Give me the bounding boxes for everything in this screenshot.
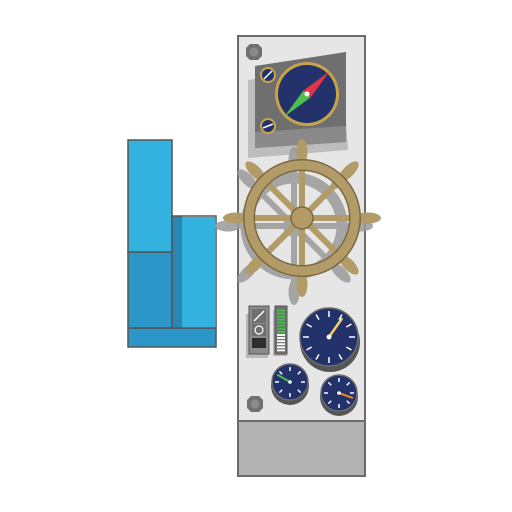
gauge-tick xyxy=(297,370,302,375)
gauge-tick xyxy=(278,370,283,375)
level-meter-bar xyxy=(277,315,285,318)
gauge-tick xyxy=(315,353,320,360)
screw-icon-top xyxy=(246,44,262,60)
panel-bottom-plate xyxy=(237,420,366,477)
level-meter-bar xyxy=(277,343,285,346)
gauge-tick xyxy=(306,346,313,351)
compass-icon xyxy=(275,62,339,126)
gauge-tick xyxy=(306,323,313,328)
compass-housing-lower xyxy=(255,126,346,148)
ship-wheel-icon[interactable] xyxy=(223,139,381,297)
block-right xyxy=(171,215,217,329)
level-meter-bar xyxy=(277,312,285,315)
wheel-rim-face xyxy=(244,160,360,276)
level-meter-bar xyxy=(277,309,285,312)
block-bottom-base xyxy=(127,327,217,348)
wheel-shadow-handle xyxy=(237,169,258,190)
level-meter-bar xyxy=(277,321,285,324)
level-meter-bar xyxy=(277,340,285,343)
screw-icon-bottom xyxy=(247,396,263,412)
gauge-tick xyxy=(345,323,352,328)
wheel-shadow-handle xyxy=(330,262,351,283)
wheel-handle xyxy=(296,271,308,297)
dial-gauge-icon-large xyxy=(299,307,360,372)
gauge-needle-large xyxy=(327,317,343,339)
gauge-tick xyxy=(346,400,351,405)
wheel-handle xyxy=(223,212,249,224)
wheel-hub xyxy=(290,206,314,230)
toggle-switch-icon[interactable] xyxy=(246,305,270,358)
gauge-tick xyxy=(315,314,320,321)
block-right-shade xyxy=(172,216,182,328)
level-meter-bar xyxy=(277,334,285,336)
gauge-tick xyxy=(327,381,332,386)
gauge-tick xyxy=(327,400,332,405)
gauge-needle-small-right xyxy=(337,392,354,399)
wheel-handle xyxy=(296,139,308,165)
gauge-tick xyxy=(338,353,343,360)
compass-needle xyxy=(284,71,330,117)
block-left-lower xyxy=(127,251,173,329)
level-meter-bar xyxy=(277,349,285,352)
ship-helm-console-icon xyxy=(215,35,381,477)
compass-housing xyxy=(248,52,348,158)
gauge-tick xyxy=(297,389,302,394)
gauge-needle-small-left xyxy=(276,374,291,383)
dial-gauge-icon-small-right xyxy=(320,374,358,416)
block-left-upper xyxy=(127,139,173,253)
gauge-tick xyxy=(338,314,343,321)
gauge-tick xyxy=(345,346,352,351)
mini-dial-top xyxy=(260,67,276,83)
gauge-tick xyxy=(346,381,351,386)
block-right-face xyxy=(182,217,215,327)
level-meter-bar xyxy=(277,318,285,321)
level-meter-bar xyxy=(277,337,285,340)
level-meter-bar xyxy=(277,327,285,330)
mini-dial-bottom xyxy=(260,118,276,134)
stacked-blocks-icon xyxy=(127,139,217,348)
wheel-handle xyxy=(355,212,381,224)
level-meter-icon xyxy=(273,305,288,356)
level-meter-bar xyxy=(277,324,285,327)
dial-gauge-icon-small-left xyxy=(271,363,309,405)
gauge-tick xyxy=(278,389,283,394)
level-meter-bar xyxy=(277,346,285,349)
level-meter-bar xyxy=(277,331,285,333)
